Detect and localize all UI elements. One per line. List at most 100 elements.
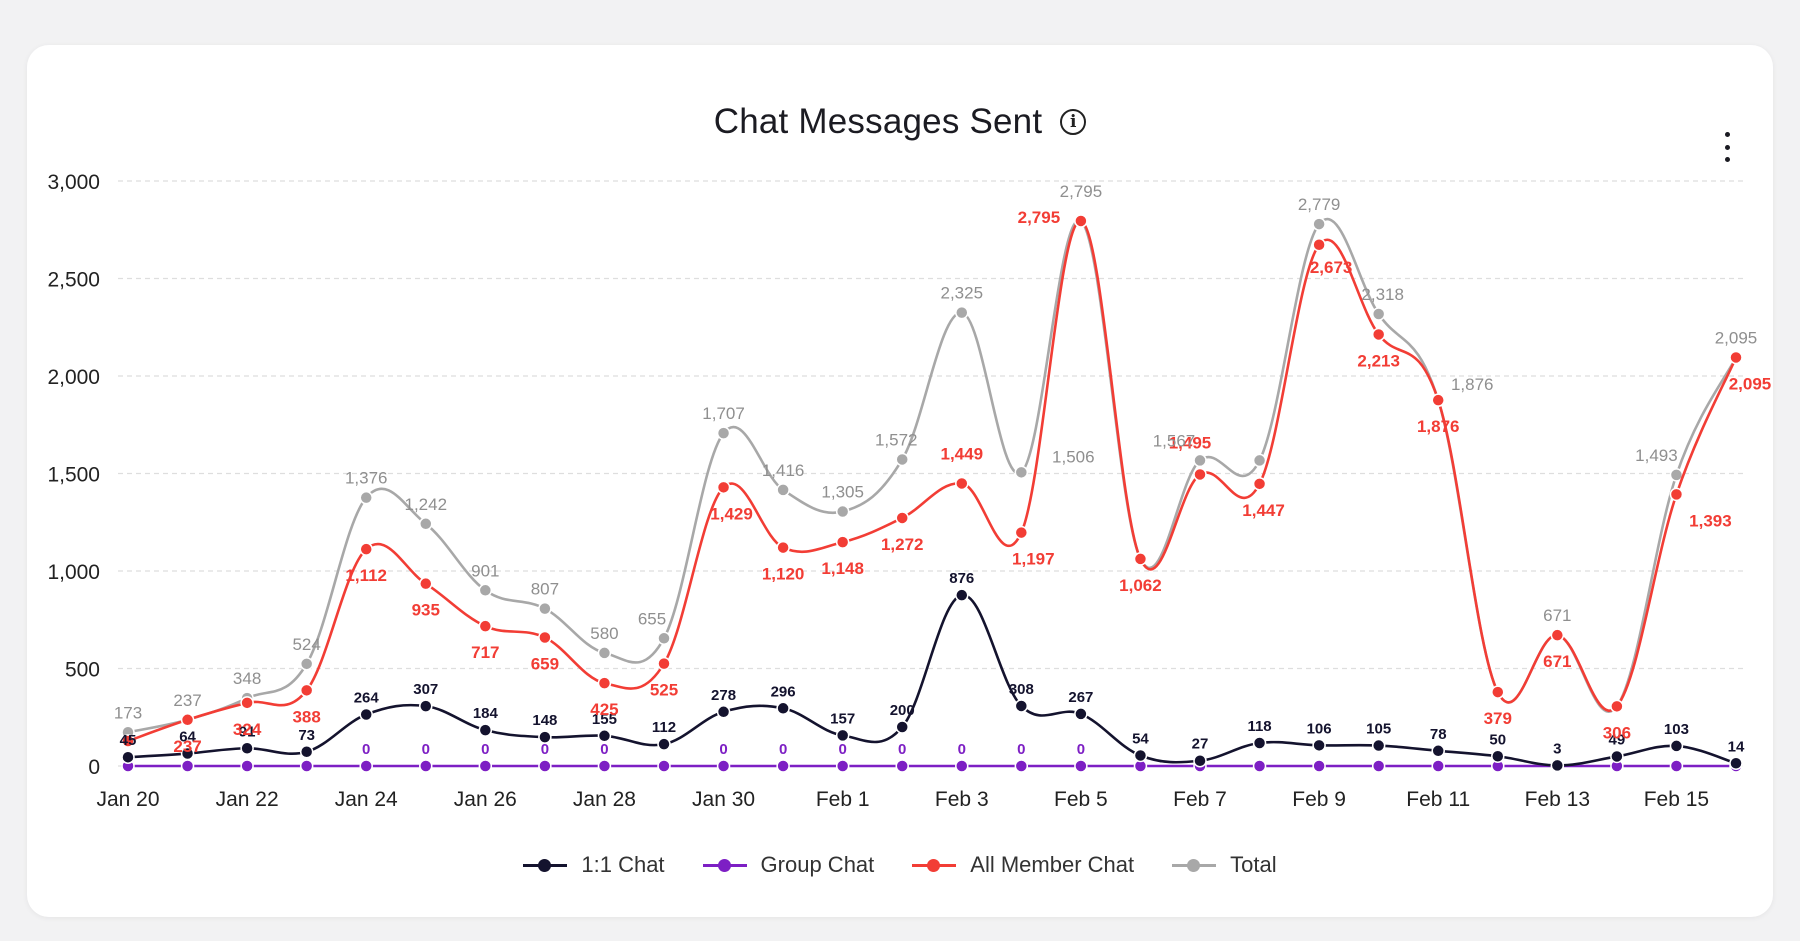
- series-one-on-one-chat-point: [1193, 753, 1207, 768]
- series-one-on-one-chat-point: [1491, 749, 1505, 763]
- series-all-member-chat-data-label: 425: [590, 700, 618, 719]
- series-one-on-one-chat-point: [835, 728, 850, 743]
- series-all-member-chat-point: [1014, 525, 1029, 540]
- series-total-point: [1312, 217, 1326, 231]
- legend-swatch-group-chat: [702, 859, 747, 872]
- info-icon[interactable]: i: [1060, 109, 1087, 135]
- series-total-data-label: 1,493: [1635, 446, 1678, 465]
- series-one-on-one-chat-point: [1371, 738, 1386, 753]
- series-one-on-one-chat-point: [299, 745, 314, 759]
- series-group-chat-data-label: 0: [958, 741, 966, 758]
- series-one-on-one-chat-point: [776, 701, 790, 716]
- series-one-on-one-chat-data-label: 106: [1307, 720, 1332, 737]
- series-one-on-one-chat-point: [1074, 707, 1088, 721]
- series-all-member-chat-data-label: 671: [1543, 652, 1571, 671]
- series-one-on-one-chat-point: [478, 723, 493, 737]
- series-all-member-chat-data-label: 1,393: [1689, 511, 1732, 530]
- series-all-member-chat-point: [835, 535, 850, 549]
- series-one-on-one-chat-data-label: 278: [711, 687, 736, 704]
- x-tick-label: Jan 26: [454, 788, 517, 811]
- series-all-member-chat-point: [1074, 214, 1088, 228]
- x-tick-label: Jan 30: [692, 788, 755, 811]
- series-all-member-chat-point: [1252, 477, 1267, 491]
- series-all-member-chat-point: [359, 542, 373, 556]
- legend-item-total[interactable]: Total: [1172, 852, 1277, 878]
- series-one-on-one-chat-point: [1133, 748, 1148, 763]
- series-all-member-chat-data-label: 717: [471, 643, 499, 662]
- legend-swatch-total: [1172, 859, 1217, 872]
- legend-label: Total: [1230, 852, 1277, 877]
- x-tick-label: Feb 15: [1644, 788, 1709, 811]
- series-all-member-chat-data-label: 1,876: [1417, 417, 1460, 436]
- series-all-member-chat-point: [299, 683, 314, 698]
- series-one-on-one-chat-point: [955, 588, 969, 602]
- series-group-chat-data-label: 0: [541, 741, 549, 758]
- series-all-member-chat-data-label: 1,449: [941, 444, 984, 463]
- series-one-on-one-chat-data-label: 103: [1664, 721, 1689, 738]
- series-group-chat-point: [657, 759, 671, 773]
- series-one-on-one-chat-point: [597, 729, 612, 743]
- series-total-data-label: 1,305: [821, 483, 864, 502]
- series-one-on-one-chat-data-label: 50: [1489, 731, 1506, 748]
- series-one-on-one-chat-data-label: 155: [592, 711, 617, 728]
- legend-swatch-all-member-chat: [912, 859, 957, 872]
- series-all-member-chat-point: [1193, 467, 1207, 482]
- x-tick-label: Feb 1: [816, 788, 870, 811]
- series-all-member-chat-point: [240, 696, 254, 710]
- series-one-on-one-chat-data-label: 118: [1247, 718, 1271, 735]
- series-group-chat-point: [1431, 759, 1445, 773]
- series-one-on-one-chat-point: [1431, 744, 1445, 758]
- legend-item-group-chat[interactable]: Group Chat: [702, 852, 874, 878]
- series-all-member-chat-data-label: 388: [292, 707, 320, 726]
- series-group-chat-data-label: 0: [779, 741, 787, 758]
- series-all-member-chat-point: [776, 540, 790, 555]
- series-group-chat-point: [716, 759, 731, 773]
- series-all-member-chat-point: [419, 576, 433, 591]
- x-tick-label: Feb 9: [1292, 788, 1346, 811]
- series-one-on-one-chat-data-label: 148: [532, 712, 557, 729]
- series-one-on-one-chat-data-label: 200: [890, 702, 915, 719]
- series-all-member-chat-point: [955, 476, 969, 491]
- series-group-chat-point: [1669, 759, 1684, 773]
- series-total-data-label: 2,795: [1060, 182, 1103, 201]
- series-all-member-chat-data-label: 1,272: [881, 535, 924, 554]
- series-group-chat-point: [1312, 759, 1326, 773]
- series-all-member-chat-point: [1371, 327, 1386, 342]
- series-all-member-chat-data-label: 1,062: [1119, 576, 1162, 595]
- series-one-on-one-chat-data-label: 27: [1192, 736, 1209, 753]
- series-group-chat-point: [597, 759, 612, 773]
- series-one-on-one-chat-point: [895, 720, 909, 734]
- more-vertical-icon[interactable]: [1717, 132, 1737, 162]
- series-total-point: [359, 490, 373, 505]
- series-total-data-label: 1,707: [702, 404, 745, 423]
- y-tick-label: 2,500: [47, 269, 100, 292]
- series-group-chat-point: [835, 759, 850, 773]
- series-group-chat-point: [776, 759, 790, 773]
- series-all-member-chat-point: [895, 511, 909, 525]
- legend-item-one-on-one-chat[interactable]: 1:1 Chat: [523, 852, 665, 878]
- series-total-point: [716, 426, 731, 440]
- series-one-on-one-chat-point: [180, 746, 195, 761]
- x-tick-label: Feb 3: [935, 788, 989, 811]
- series-one-on-one-chat-data-label: 184: [473, 705, 499, 722]
- series-one-on-one-chat-data-label: 296: [771, 683, 796, 700]
- series-group-chat-point: [538, 759, 552, 773]
- series-one-on-one-chat-data-label: 876: [949, 570, 974, 587]
- series-all-member-chat-point: [1550, 628, 1565, 642]
- series-all-member-chat-data-label: 1,197: [1012, 550, 1055, 569]
- series-one-on-one-chat-data-label: 308: [1009, 681, 1034, 698]
- legend-item-all-member-chat[interactable]: All Member Chat: [912, 852, 1134, 878]
- series-all-member-chat-data-label: 2,095: [1729, 374, 1772, 393]
- series-total-point: [538, 601, 552, 616]
- series-all-member-chat-point: [1133, 552, 1148, 566]
- series-total-data-label: 1,242: [405, 495, 448, 514]
- series-group-chat-point: [1371, 759, 1386, 773]
- series-one-on-one-chat-point: [1610, 749, 1624, 764]
- series-one-on-one-chat-data-label: 54: [1132, 730, 1149, 747]
- series-all-member-chat-data-label: 525: [650, 681, 678, 700]
- series-all-member-chat-data-label: 306: [1603, 723, 1631, 742]
- series-group-chat-point: [1014, 759, 1029, 773]
- series-one-on-one-chat-data-label: 45: [120, 732, 137, 749]
- y-tick-label: 0: [88, 756, 100, 779]
- series-one-on-one-chat-data-label: 14: [1728, 738, 1745, 755]
